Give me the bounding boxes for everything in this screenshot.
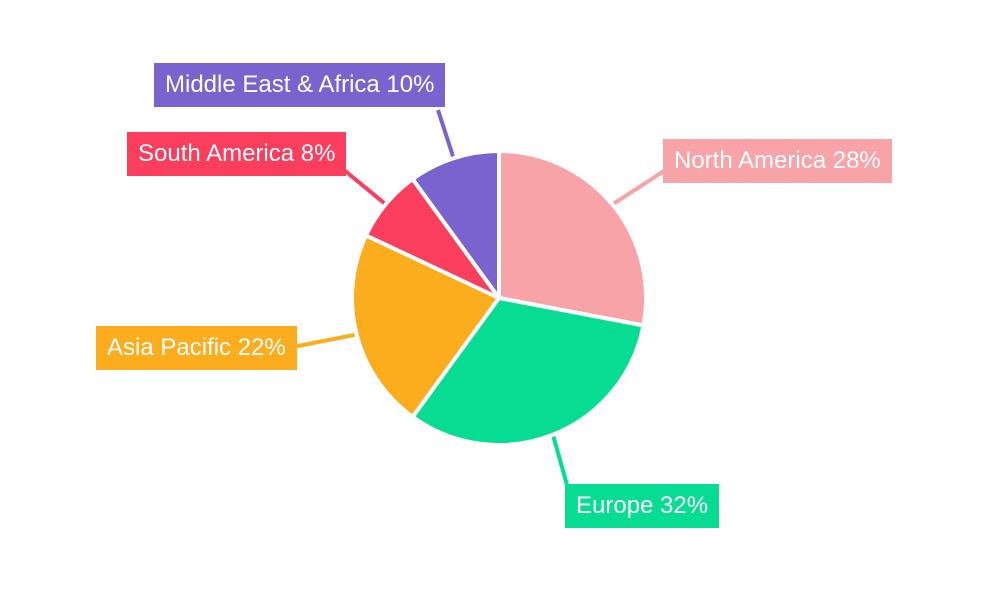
callout-europe-label: Europe 32% [576, 492, 709, 519]
callout-middle-east-africa-label: Middle East & Africa 10% [165, 71, 435, 98]
pie-slice-north-america[interactable] [497, 149, 648, 328]
leader-line-north-america [609, 169, 666, 208]
callout-south-america[interactable]: South America 8% [127, 132, 347, 177]
leader-line-south-america [342, 168, 389, 208]
leader-line-europe [550, 432, 569, 486]
leader-line-asia-pacific [292, 332, 359, 349]
leader-line-middle-east-africa [436, 109, 457, 161]
callout-asia-pacific-label: Asia Pacific 22% [107, 334, 286, 361]
callout-north-america[interactable]: North America 28% [663, 139, 892, 184]
pie-slice-middle-east-africa[interactable] [410, 149, 501, 300]
callout-north-america-label: North America 28% [674, 147, 881, 174]
callout-europe[interactable]: Europe 32% [565, 484, 720, 529]
callout-asia-pacific[interactable]: Asia Pacific 22% [96, 326, 297, 371]
callout-middle-east-africa[interactable]: Middle East & Africa 10% [154, 63, 446, 108]
callout-south-america-label: South America 8% [138, 140, 336, 167]
pie-slice-europe[interactable] [410, 296, 646, 447]
